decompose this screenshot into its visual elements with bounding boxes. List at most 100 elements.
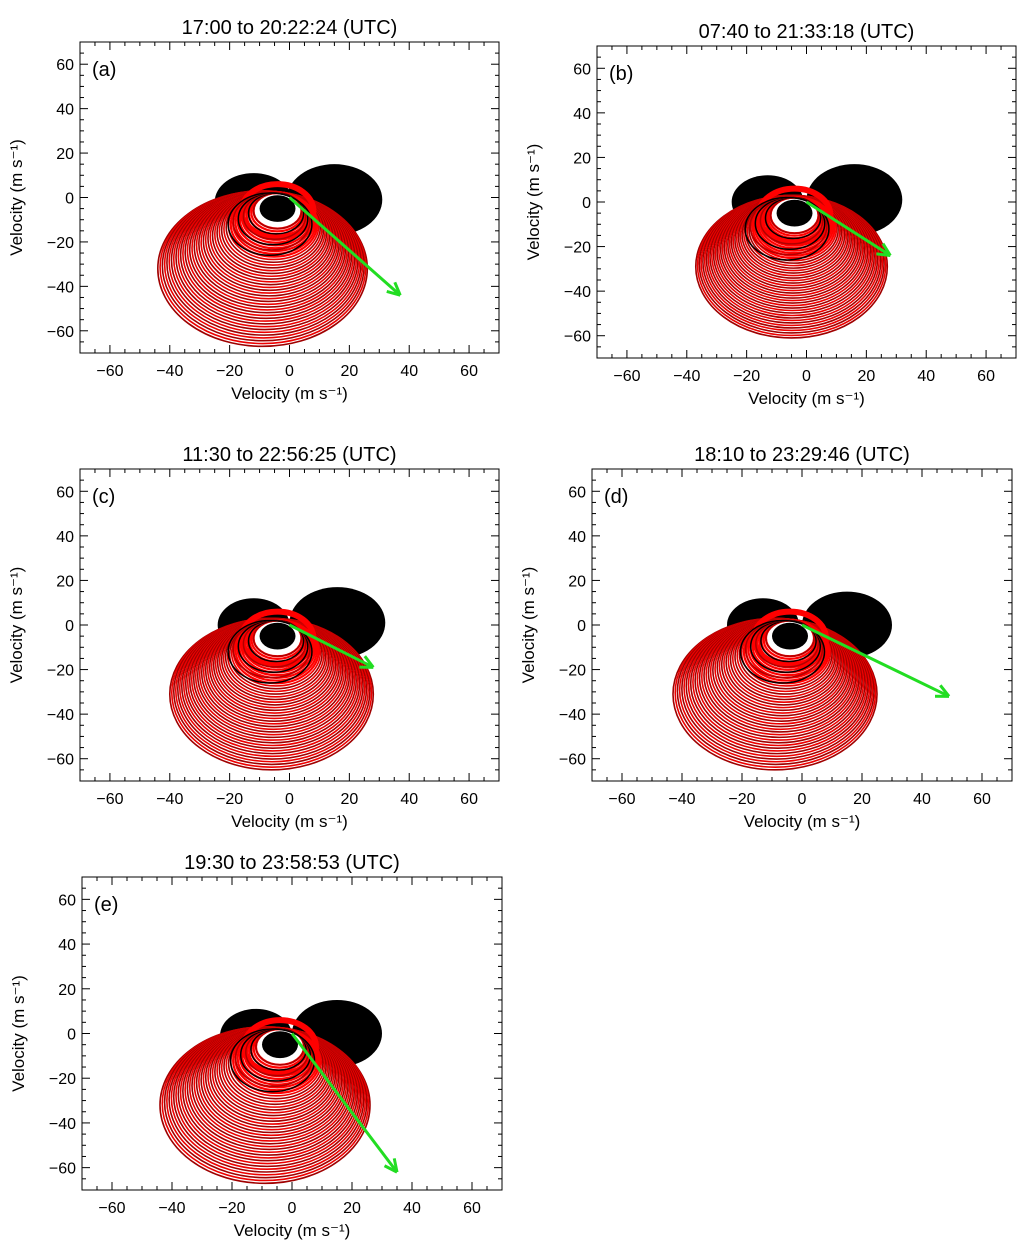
core-circle: [772, 622, 808, 650]
x-tick-label: 60: [973, 791, 991, 808]
mean-vector-arrow: [290, 1032, 399, 1174]
plot-area: [159, 999, 382, 1185]
x-axis-label: Velocity (m s⁻¹): [234, 1221, 351, 1240]
y-tick-label: 40: [573, 106, 591, 123]
arrow-head: [881, 242, 892, 257]
y-tick-label: 40: [568, 529, 586, 546]
hodograph-ring: [241, 1017, 319, 1077]
y-tick-label: −20: [564, 240, 591, 257]
x-tick-label: −20: [216, 791, 243, 808]
hodograph-ring: [744, 196, 830, 261]
mean-vector-arrow: [288, 623, 374, 669]
y-tick-label: 0: [67, 1027, 76, 1044]
x-tick-label: −60: [98, 1200, 125, 1217]
hodograph-ring: [227, 192, 313, 257]
core-circle: [776, 199, 813, 227]
x-tick-label: 40: [400, 791, 418, 808]
arrow-head: [363, 655, 375, 669]
x-tick-label: 60: [463, 1200, 481, 1217]
y-tick-label: 0: [582, 195, 591, 212]
x-tick-label: 40: [913, 791, 931, 808]
y-axis-label: Velocity (m s⁻¹): [9, 975, 28, 1092]
arrow-head: [383, 1164, 398, 1174]
y-tick-label: 0: [577, 618, 586, 635]
x-tick-label: 20: [343, 1200, 361, 1217]
x-tick-label: −60: [608, 791, 635, 808]
y-axis-label: Velocity (m s⁻¹): [7, 567, 26, 684]
y-tick-label: 60: [56, 57, 74, 74]
y-axis-label: Velocity (m s⁻¹): [524, 144, 543, 261]
arrow-head: [876, 252, 891, 257]
hodograph-ring: [739, 619, 826, 684]
panel-title: 07:40 to 21:33:18 (UTC): [699, 21, 915, 43]
y-tick-label: −40: [559, 707, 586, 724]
y-axis-label: Velocity (m s⁻¹): [519, 567, 538, 684]
x-tick-label: −60: [96, 791, 123, 808]
y-tick-label: −60: [47, 752, 74, 769]
hodograph-ring: [229, 1028, 316, 1093]
y-tick-label: −40: [47, 707, 74, 724]
x-tick-label: 20: [857, 368, 875, 385]
y-tick-label: −60: [49, 1161, 76, 1178]
y-tick-label: 40: [56, 529, 74, 546]
x-tick-label: 20: [340, 791, 358, 808]
plot-area: [672, 591, 892, 771]
x-axis-label: Velocity (m s⁻¹): [231, 812, 348, 831]
hodograph-ring: [755, 185, 834, 246]
arrow-head: [392, 1158, 399, 1173]
y-tick-label: −60: [559, 752, 586, 769]
x-tick-label: 40: [403, 1200, 421, 1217]
y-tick-label: −40: [564, 284, 591, 301]
panel-title: 11:30 to 22:56:25 (UTC): [182, 444, 396, 466]
y-tick-label: 20: [58, 982, 76, 999]
x-tick-label: 0: [802, 368, 811, 385]
panel-label: (c): [92, 486, 115, 508]
y-tick-label: 0: [65, 191, 74, 208]
hodograph-ring: [238, 181, 317, 241]
core-circle: [259, 195, 296, 222]
x-tick-label: −40: [158, 1200, 185, 1217]
panel-label: (b): [609, 63, 633, 85]
panel-label: (e): [94, 894, 118, 916]
mean-vector-arrow: [805, 200, 892, 257]
x-tick-label: 0: [798, 791, 807, 808]
hodograph-ring: [751, 608, 829, 669]
y-tick-label: 20: [56, 573, 74, 590]
x-tick-label: −20: [216, 363, 243, 380]
x-tick-label: 60: [977, 368, 995, 385]
y-tick-label: 20: [56, 146, 74, 163]
x-tick-label: −40: [156, 363, 183, 380]
x-tick-label: −60: [96, 363, 123, 380]
mean-vector-arrow: [288, 196, 402, 297]
plot-area: [168, 587, 386, 771]
y-tick-label: −20: [49, 1071, 76, 1088]
x-tick-label: 0: [285, 363, 294, 380]
x-tick-label: 40: [400, 363, 418, 380]
y-tick-label: −60: [564, 329, 591, 346]
y-tick-label: 60: [58, 892, 76, 909]
y-tick-label: 20: [573, 150, 591, 167]
y-axis-label: Velocity (m s⁻¹): [7, 139, 26, 256]
x-tick-label: −20: [218, 1200, 245, 1217]
y-tick-label: 40: [58, 937, 76, 954]
x-tick-label: −20: [728, 791, 755, 808]
y-tick-label: −40: [47, 279, 74, 296]
mean-vector-arrow: [801, 623, 950, 698]
plot-area: [694, 164, 903, 339]
y-tick-label: 60: [56, 484, 74, 501]
y-tick-label: 60: [568, 484, 586, 501]
core-circle: [259, 622, 296, 650]
x-tick-label: −40: [156, 791, 183, 808]
panel-label: (a): [92, 59, 116, 81]
x-tick-label: −60: [613, 368, 640, 385]
x-tick-label: 0: [288, 1200, 297, 1217]
y-tick-label: −60: [47, 324, 74, 341]
hodograph-ring: [227, 619, 313, 684]
panel-label: (d): [604, 486, 628, 508]
x-axis-label: Velocity (m s⁻¹): [744, 812, 861, 831]
x-axis-label: Velocity (m s⁻¹): [748, 389, 865, 408]
y-tick-label: 40: [56, 102, 74, 119]
